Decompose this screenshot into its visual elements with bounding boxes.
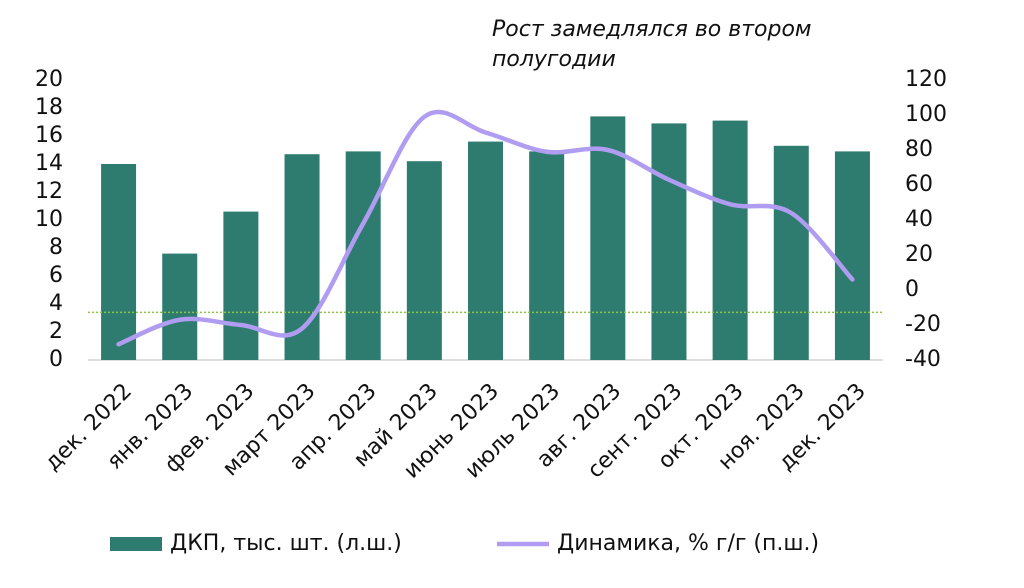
y2-tick-label: 0 [905, 277, 919, 302]
y2-tick-label: 20 [905, 242, 933, 267]
y-tick-label: 12 [35, 179, 63, 204]
bar [223, 211, 259, 360]
line [116, 109, 855, 347]
y-tick-label: 14 [35, 151, 63, 176]
y-tick-label: 6 [49, 263, 63, 288]
annotation: Рост замедлялся во втором [492, 17, 812, 42]
bar [651, 123, 687, 361]
bar [529, 151, 565, 360]
y2-tick-label: -40 [905, 347, 941, 372]
y-tick-label: 18 [35, 95, 63, 120]
annotation: полугодии [492, 47, 616, 72]
y2-tick-label: 40 [905, 207, 933, 232]
bar [773, 145, 809, 360]
y-tick-label: 0 [49, 347, 63, 372]
bar [406, 161, 442, 360]
bar [712, 120, 748, 360]
y-tick-label: 2 [49, 319, 63, 344]
y2-tick-label: -20 [905, 312, 941, 337]
bar [101, 164, 137, 360]
bar [468, 141, 503, 360]
y-tick-label: 8 [49, 235, 63, 260]
y-tick-label: 16 [35, 123, 63, 148]
bar [590, 116, 626, 361]
bar [345, 151, 381, 360]
legend-label: Динамика, % г/г (п.ш.) [557, 531, 819, 556]
y2-tick-label: 100 [905, 102, 947, 127]
y-tick-label: 10 [35, 207, 63, 232]
y2-tick-label: 60 [905, 172, 933, 197]
bar [834, 151, 870, 360]
y-tick-label: 20 [35, 67, 63, 92]
legend-label: ДКП, тыс. шт. (л.ш.) [170, 531, 402, 556]
y-tick-label: 4 [49, 291, 63, 316]
y2-tick-label: 120 [905, 67, 947, 92]
legend-swatch [110, 537, 162, 551]
bar [162, 253, 198, 360]
y2-tick-label: 80 [905, 137, 933, 162]
